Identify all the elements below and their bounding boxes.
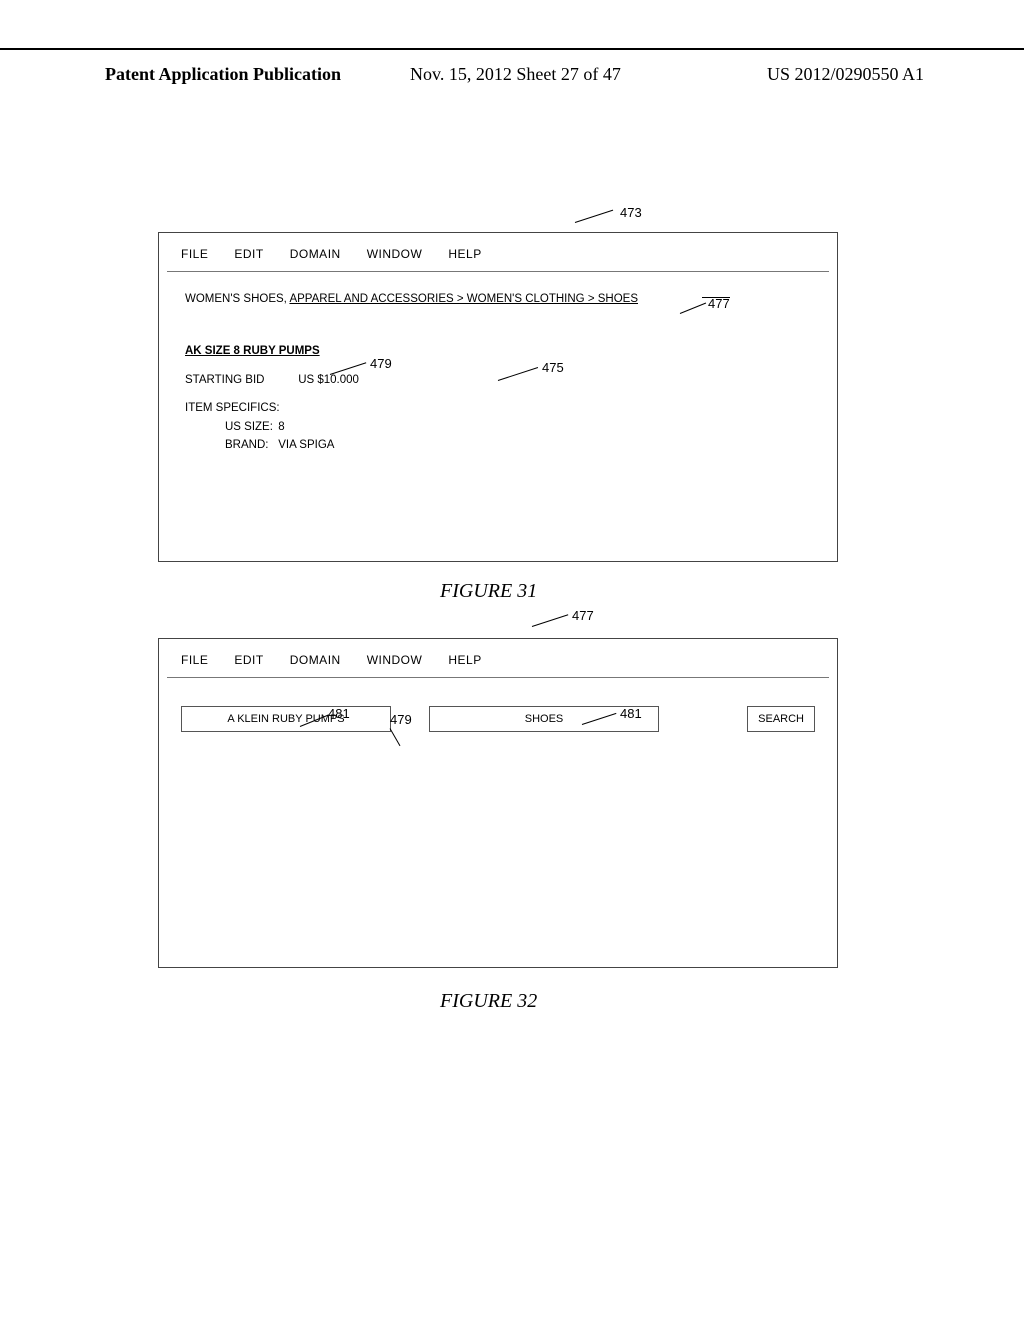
header-right: US 2012/0290550 A1 <box>767 64 924 85</box>
window-fig32: FILE EDIT DOMAIN WINDOW HELP A KLEIN RUB… <box>158 638 838 968</box>
menubar-31: FILE EDIT DOMAIN WINDOW HELP <box>159 233 837 271</box>
callout-473: 473 <box>620 205 642 220</box>
callout-481a: 481 <box>328 706 350 721</box>
lead-473 <box>575 210 613 223</box>
overline-477 <box>702 297 730 298</box>
menu-edit[interactable]: EDIT <box>234 247 263 261</box>
spec-row-size: US SIZE: 8 <box>185 418 811 436</box>
window-fig31: FILE EDIT DOMAIN WINDOW HELP WOMEN'S SHO… <box>158 232 838 562</box>
specifics-header: ITEM SPECIFICS: <box>185 399 811 417</box>
callout-477-32: 477 <box>572 608 594 623</box>
breadcrumb-link[interactable]: APPAREL AND ACCESSORIES > WOMEN'S CLOTHI… <box>289 293 638 305</box>
menu-help[interactable]: HELP <box>448 247 481 261</box>
product-title[interactable]: AK SIZE 8 RUBY PUMPS <box>185 342 320 360</box>
breadcrumb-prefix: WOMEN'S SHOES, <box>185 293 289 305</box>
starting-bid-value: US $10.000 <box>298 374 359 386</box>
spec-key-size: US SIZE: <box>185 418 275 436</box>
menu-file[interactable]: FILE <box>181 247 208 261</box>
content-31: WOMEN'S SHOES, APPAREL AND ACCESSORIES >… <box>159 272 837 494</box>
item-specifics: ITEM SPECIFICS: US SIZE: 8 BRAND: VIA SP… <box>185 399 811 454</box>
patent-page: Patent Application Publication Nov. 15, … <box>0 0 1024 1320</box>
figure-31-caption: FIGURE 31 <box>440 580 537 603</box>
menubar-32: FILE EDIT DOMAIN WINDOW HELP <box>159 639 837 677</box>
search-row: A KLEIN RUBY PUMPS SHOES SEARCH <box>181 706 815 732</box>
spec-val-brand: VIA SPIGA <box>278 436 334 454</box>
figure-32-caption: FIGURE 32 <box>440 990 537 1013</box>
header-left: Patent Application Publication <box>105 64 341 85</box>
callout-479-32: 479 <box>390 712 412 727</box>
menu-domain[interactable]: DOMAIN <box>290 247 341 261</box>
callout-481b: 481 <box>620 706 642 721</box>
callout-477-31: 477 <box>708 296 730 311</box>
spec-row-brand: BRAND: VIA SPIGA <box>185 436 811 454</box>
callout-475: 475 <box>542 360 564 375</box>
menu-window[interactable]: WINDOW <box>367 247 423 261</box>
menu-file-32[interactable]: FILE <box>181 653 208 667</box>
header-center: Nov. 15, 2012 Sheet 27 of 47 <box>410 64 621 85</box>
header-rule <box>0 48 1024 50</box>
content-32: A KLEIN RUBY PUMPS SHOES SEARCH <box>159 678 837 772</box>
menu-help-32[interactable]: HELP <box>448 653 481 667</box>
search-input-1[interactable]: A KLEIN RUBY PUMPS <box>181 706 391 732</box>
search-button[interactable]: SEARCH <box>747 706 815 732</box>
starting-bid-label: STARTING BID <box>185 371 295 389</box>
callout-479-31: 479 <box>370 356 392 371</box>
menu-domain-32[interactable]: DOMAIN <box>290 653 341 667</box>
spec-key-brand: BRAND: <box>185 436 275 454</box>
menu-edit-32[interactable]: EDIT <box>234 653 263 667</box>
spec-val-size: 8 <box>278 418 284 436</box>
menu-window-32[interactable]: WINDOW <box>367 653 423 667</box>
lead-477-32 <box>532 614 568 627</box>
